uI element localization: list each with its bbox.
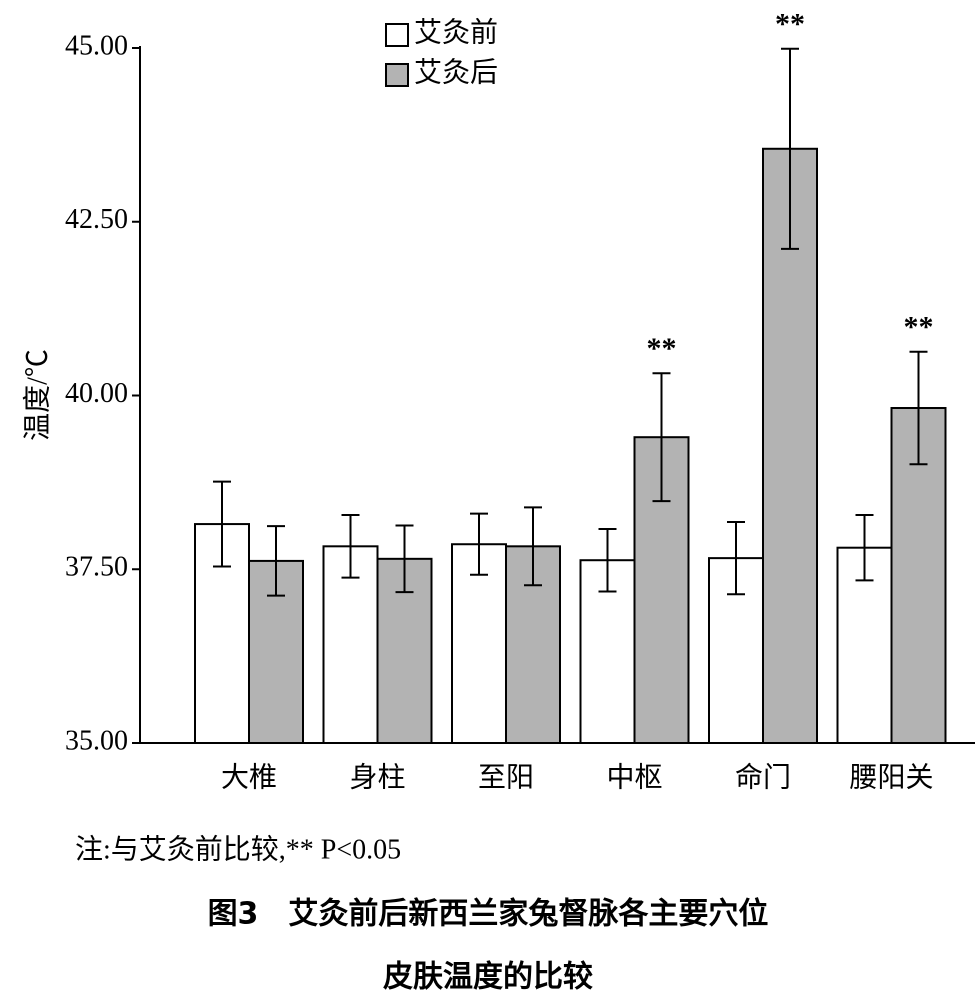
y-tick-label: 45.00: [65, 30, 128, 61]
significance-label: **: [647, 332, 677, 365]
error-bar: [395, 524, 414, 594]
error-bar: [213, 480, 231, 568]
x-tick-label: 身柱: [349, 761, 405, 793]
x-tick-label: 大椎: [221, 761, 277, 793]
y-tick-label: 42.50: [65, 204, 128, 235]
error-bar: [855, 514, 874, 582]
y-tick-label: 35.00: [65, 725, 128, 756]
legend-swatch: [385, 23, 409, 47]
x-tick-label: 至阳: [478, 762, 534, 793]
x-tick-label: 命门: [735, 761, 791, 793]
significance-label: **: [775, 8, 805, 41]
error-bar: [909, 350, 928, 466]
significance-label: **: [904, 311, 934, 344]
error-bar: [727, 520, 745, 596]
y-tick-label: 37.50: [65, 552, 128, 583]
legend-label: 艾灸后: [414, 56, 498, 88]
error-bar: [524, 506, 542, 587]
y-tick-label: 40.00: [65, 378, 128, 409]
y-axis-label: 温度/℃: [21, 349, 53, 441]
error-bar: [267, 525, 285, 597]
error-bar: [470, 512, 488, 576]
legend-label: 艾灸前: [414, 16, 498, 48]
caption: 图3 艾灸前后新西兰家兔督脉各主要穴位: [208, 897, 769, 932]
bar: [451, 543, 507, 744]
legend-swatch: [385, 63, 409, 87]
error-bar: [652, 372, 671, 503]
note: 注:与艾灸前比较,** P<0.05: [75, 833, 401, 865]
x-tick-label: 腰阳关: [849, 761, 933, 793]
bar: [322, 545, 379, 744]
error-bar: [781, 47, 799, 250]
error-bar: [341, 514, 360, 579]
error-bar: [598, 527, 617, 593]
x-tick-label: 中枢: [606, 761, 662, 793]
caption: 皮肤温度的比较: [383, 960, 593, 995]
